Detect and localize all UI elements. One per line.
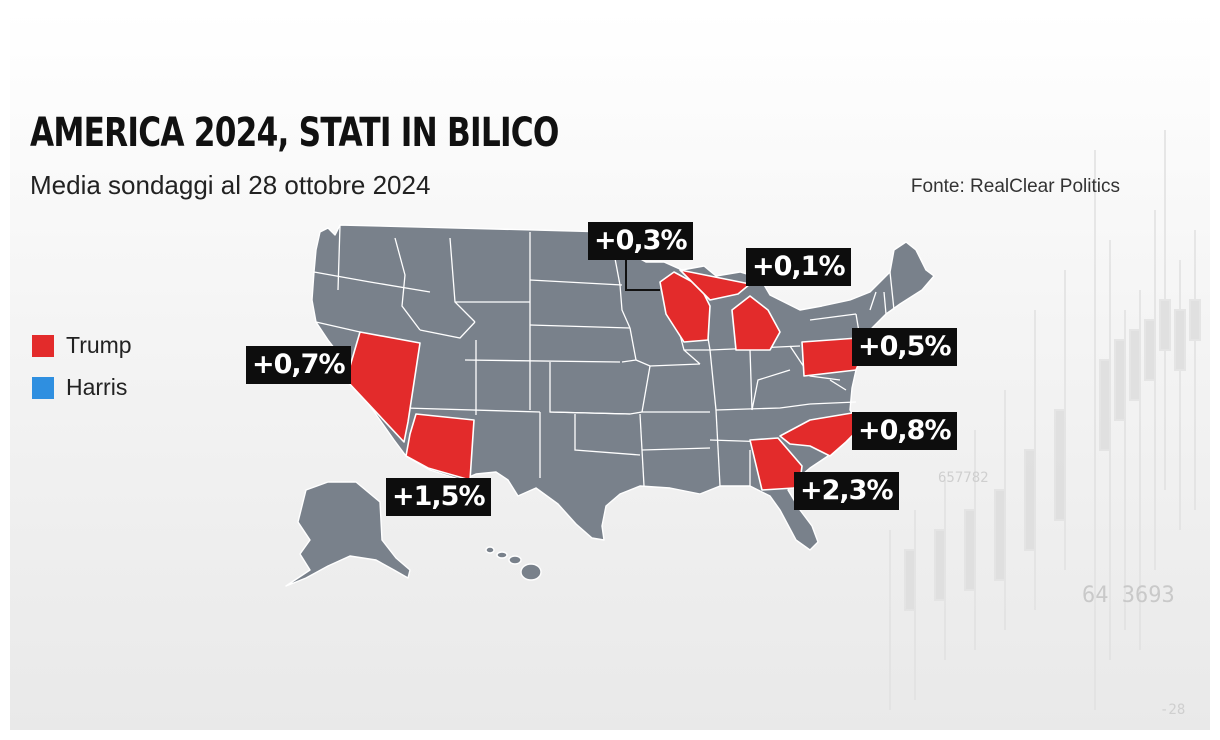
page-title: AMERICA 2024, STATI IN BILICO [30,110,559,156]
page-subtitle: Media sondaggi al 28 ottobre 2024 [30,170,431,200]
background-decoration: 657782 64 3693 -28 [889,130,1201,718]
infographic-canvas: 657782 64 3693 -28 AMERICA 2024, STATI I… [10,10,1210,730]
state-alaska [285,481,411,587]
state-north-carolina [779,411,861,457]
background-number: -28 [1160,702,1185,718]
state-michigan-upper [679,269,751,301]
background-number: 657782 [938,470,989,486]
state-michigan [731,295,781,351]
margin-badge-wisconsin: +0,3% [588,222,693,260]
margin-badge-georgia: +2,3% [794,472,899,510]
state-arizona [405,413,475,481]
state-wisconsin [659,271,711,343]
legend-item-harris: Harris [32,374,127,401]
wisconsin-connector-line [625,260,660,291]
background-number: 64 3693 [1082,583,1175,608]
margin-badge-arizona: +1,5% [386,478,491,516]
margin-badge-pennsylvania: +0,5% [852,328,957,366]
us-map [285,224,935,587]
legend-item-trump: Trump [32,332,132,359]
margin-badge-michigan: +0,1% [746,248,851,286]
legend-label: Harris [66,374,128,400]
state-borders [313,224,895,487]
margin-badge-north-carolina: +0,8% [852,412,957,450]
margin-badge-nevada: +0,7% [246,346,351,384]
legend-swatch-harris [32,376,54,399]
source-credit: Fonte: RealClear Politics [910,176,1120,197]
legend-swatch-trump [32,334,54,357]
state-hawaii [485,546,542,581]
legend-label: Trump [66,332,132,358]
